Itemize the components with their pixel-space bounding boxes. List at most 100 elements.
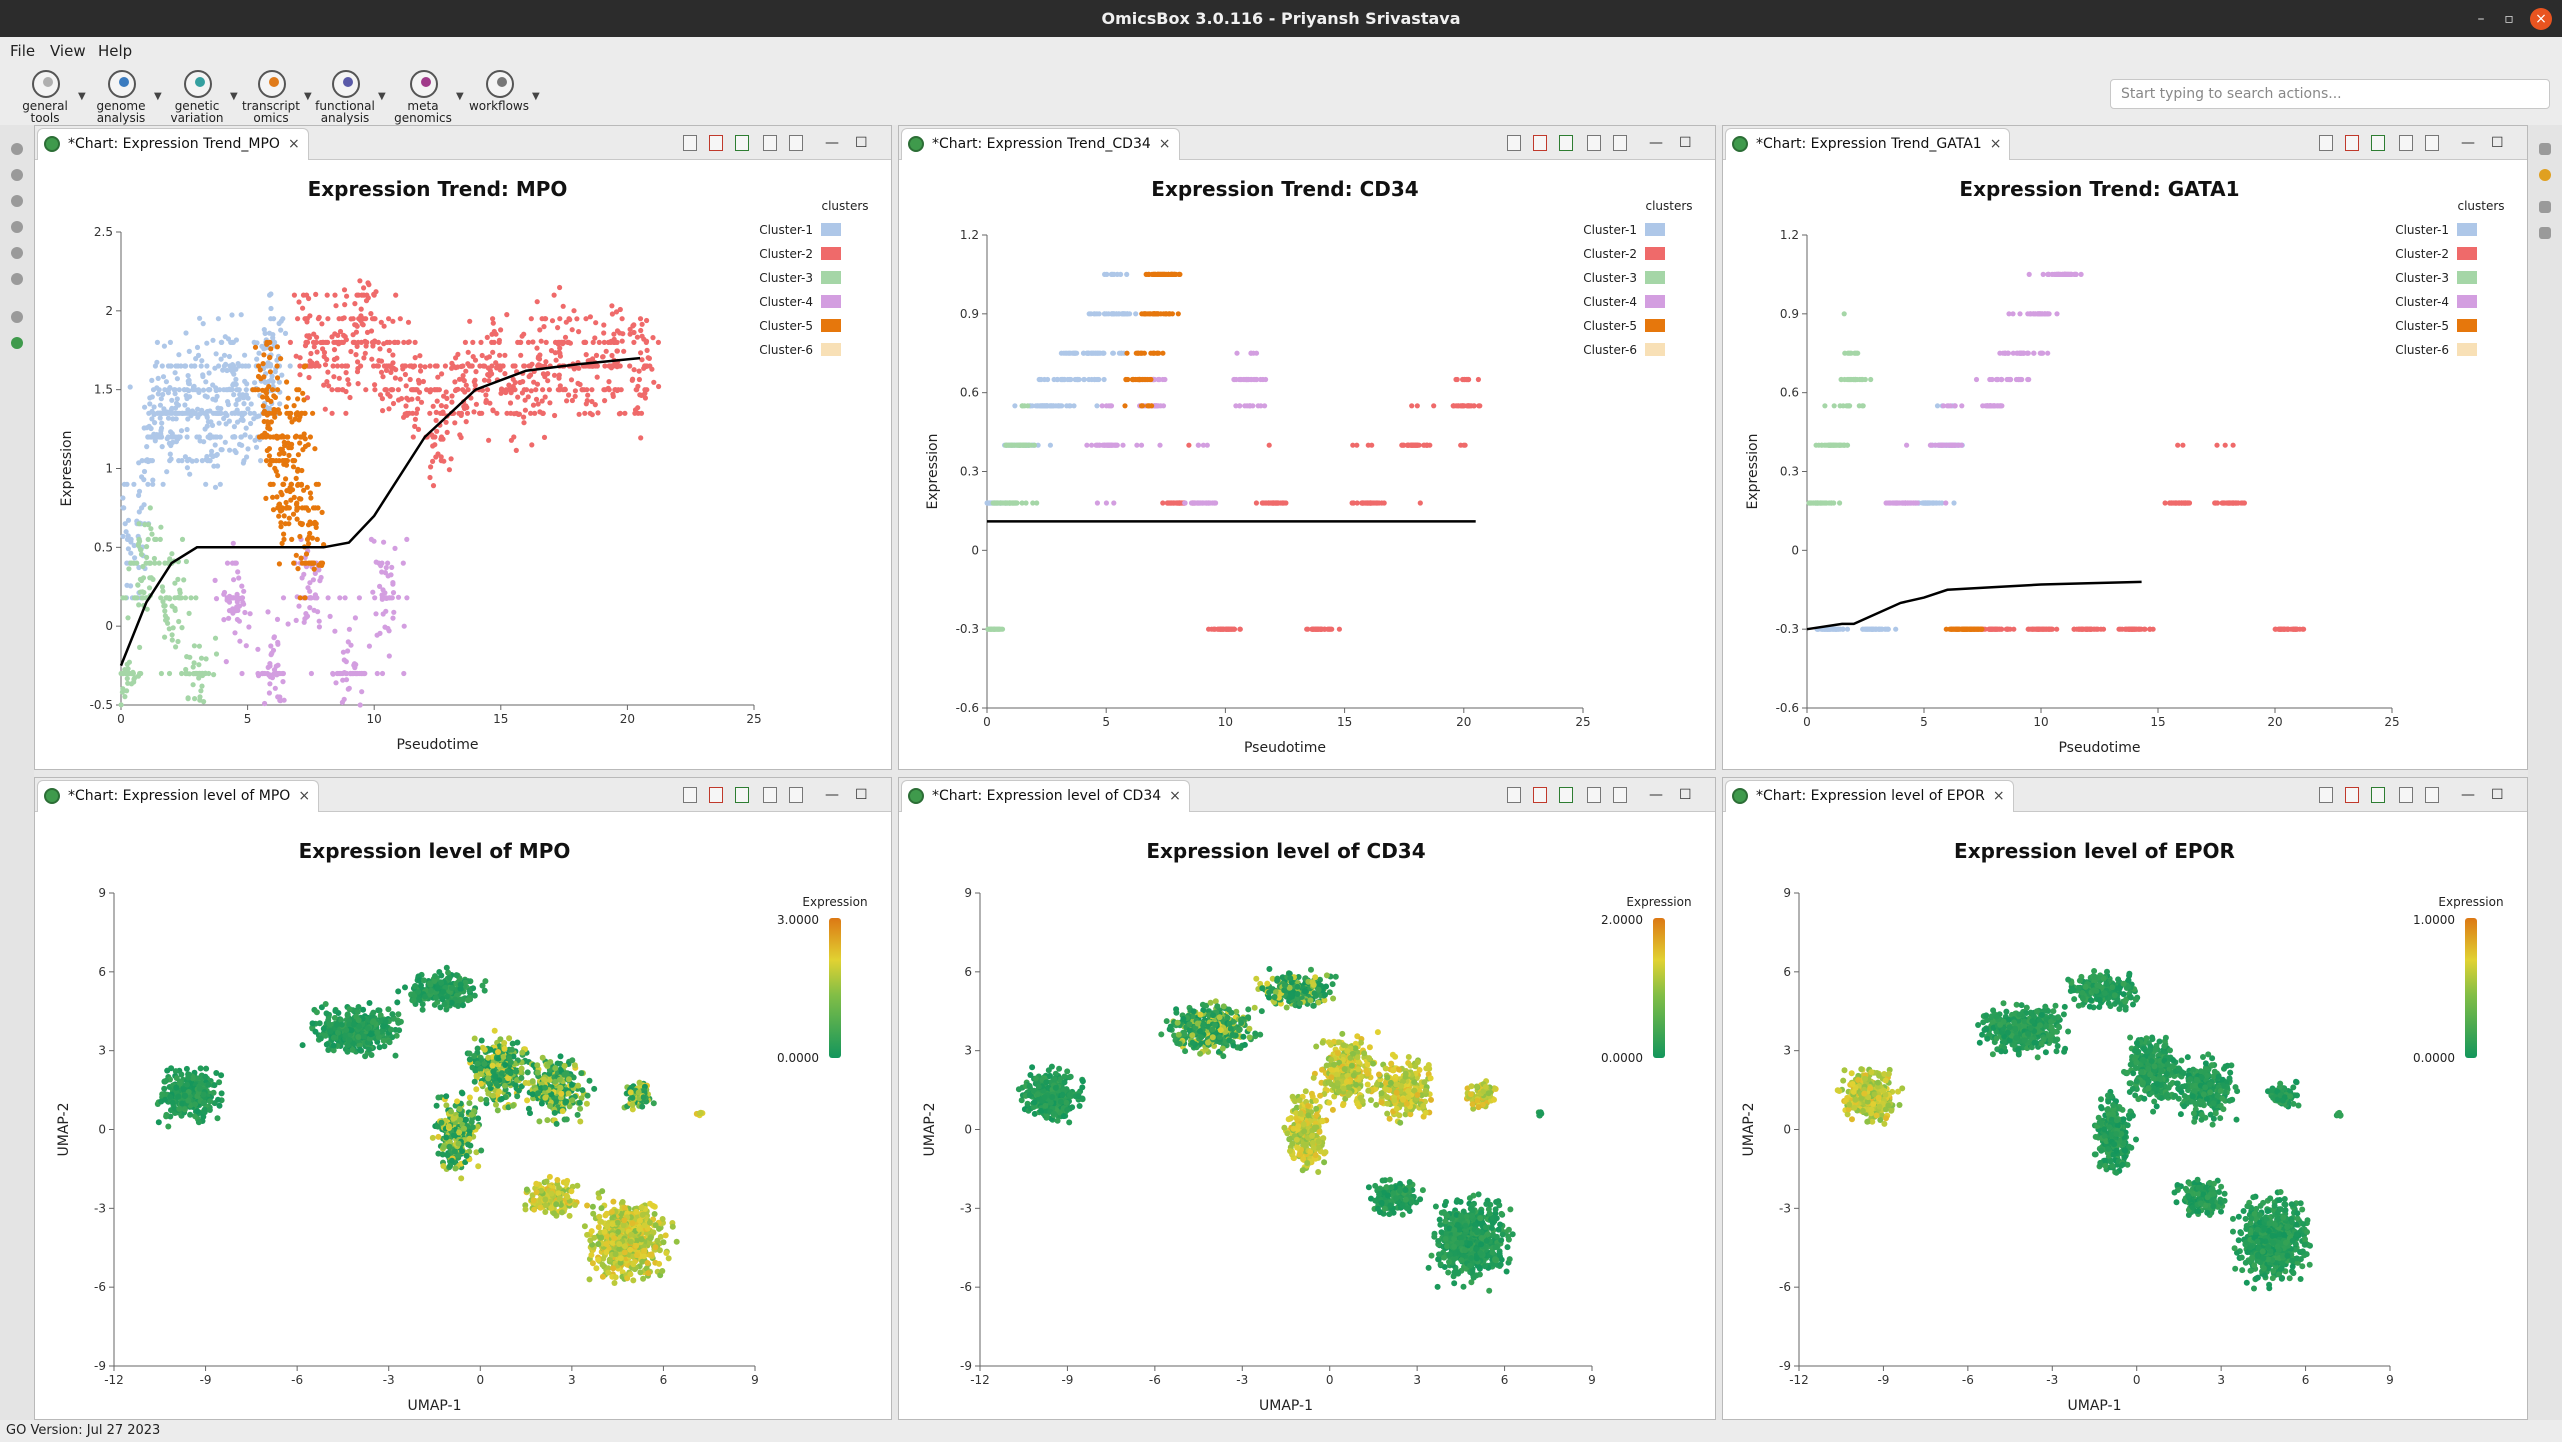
save-as-icon[interactable]	[1613, 135, 1627, 151]
export-image-icon[interactable]	[683, 135, 697, 151]
restore-icon[interactable]	[11, 311, 23, 323]
data-point	[651, 379, 657, 385]
restore-icon[interactable]	[11, 143, 23, 155]
view-icon[interactable]	[11, 273, 23, 285]
dropdown-arrow-icon[interactable]: ▼	[304, 91, 312, 102]
toolbar-general-tools-button[interactable]: general tools ▼	[12, 67, 86, 125]
export-pdf-icon[interactable]	[709, 787, 723, 803]
dropdown-arrow-icon[interactable]: ▼	[78, 91, 86, 102]
view-icon[interactable]	[11, 195, 23, 207]
view-icon[interactable]	[11, 247, 23, 259]
close-button[interactable]: ×	[2530, 8, 2552, 30]
data-point	[593, 352, 600, 358]
save-icon[interactable]	[2399, 135, 2413, 151]
close-tab-icon[interactable]: ×	[1158, 136, 1171, 152]
help-icon[interactable]	[2539, 169, 2551, 181]
view-icon[interactable]	[2539, 227, 2551, 239]
maximize-button[interactable]: ▫	[2504, 11, 2514, 27]
maximize-panel-icon[interactable]: ☐	[855, 787, 868, 803]
menu-view[interactable]: View	[50, 42, 86, 60]
legend-entry: Cluster-6	[2395, 343, 2449, 357]
dropdown-arrow-icon[interactable]: ▼	[230, 91, 238, 102]
close-tab-icon[interactable]: ×	[287, 136, 300, 152]
data-point	[331, 356, 337, 363]
toolbar-genome-analysis-button[interactable]: genome analysis ▼	[88, 67, 162, 125]
export-excel-icon[interactable]	[735, 135, 749, 151]
chart-tab[interactable]: *Chart: Expression Trend_CD34 ×	[901, 128, 1180, 160]
export-excel-icon[interactable]	[735, 787, 749, 803]
close-tab-icon[interactable]: ×	[298, 788, 311, 804]
maximize-panel-icon[interactable]: ☐	[2491, 135, 2504, 151]
save-as-icon[interactable]	[789, 135, 803, 151]
menu-file[interactable]: File	[10, 42, 36, 60]
data-point	[370, 589, 376, 595]
export-image-icon[interactable]	[683, 787, 697, 803]
export-pdf-icon[interactable]	[1533, 135, 1547, 151]
data-point	[2184, 500, 2191, 506]
data-point	[215, 410, 221, 416]
data-point	[146, 585, 153, 591]
data-point	[465, 349, 471, 355]
data-point	[1080, 350, 1087, 356]
save-as-icon[interactable]	[789, 787, 803, 803]
chart-tab[interactable]: *Chart: Expression level of MPO ×	[37, 780, 320, 812]
export-pdf-icon[interactable]	[2345, 135, 2359, 151]
save-icon[interactable]	[763, 135, 777, 151]
data-point	[590, 339, 596, 345]
data-point	[500, 363, 506, 369]
menu-help[interactable]: Help	[98, 42, 133, 60]
dropdown-arrow-icon[interactable]: ▼	[154, 91, 162, 102]
dropdown-arrow-icon[interactable]: ▼	[456, 91, 464, 102]
restore-icon[interactable]	[2539, 201, 2551, 213]
maximize-panel-icon[interactable]: ☐	[855, 135, 868, 151]
data-point	[352, 301, 358, 307]
data-point	[183, 666, 189, 673]
toolbar-meta-genomics-button[interactable]: meta genomics ▼	[390, 67, 464, 125]
save-icon[interactable]	[1587, 135, 1601, 151]
view-icon[interactable]	[11, 169, 23, 181]
toolbar-workflows-button[interactable]: workflows ▼	[466, 67, 540, 125]
view-icon[interactable]	[11, 221, 23, 233]
data-point	[292, 416, 298, 422]
chart-icon[interactable]	[11, 337, 23, 349]
data-point	[333, 680, 339, 686]
data-point	[506, 382, 512, 388]
data-point	[275, 662, 281, 668]
y-axis-label: UMAP-2	[56, 1103, 72, 1157]
export-excel-icon[interactable]	[1559, 135, 1573, 151]
search-actions-input[interactable]: Start typing to search actions...	[2110, 79, 2550, 109]
x-axis-label: Pseudotime	[396, 737, 478, 753]
minimize-panel-icon[interactable]: —	[825, 787, 839, 803]
minimize-button[interactable]: –	[2477, 11, 2485, 27]
data-point	[390, 400, 397, 407]
export-image-icon[interactable]	[2319, 135, 2333, 151]
toolbar-label: genomics	[394, 111, 452, 125]
x-axis-label: UMAP-1	[408, 1398, 462, 1414]
dropdown-arrow-icon[interactable]: ▼	[378, 91, 386, 102]
minimize-panel-icon[interactable]: —	[1649, 135, 1663, 151]
chart-tab[interactable]: *Chart: Expression Trend_GATA1 ×	[1725, 128, 2011, 160]
data-point	[139, 595, 145, 601]
save-icon[interactable]	[763, 787, 777, 803]
toolbar-genetic-variation-button[interactable]: genetic variation ▼	[164, 67, 238, 125]
dropdown-arrow-icon[interactable]: ▼	[532, 91, 540, 102]
data-point	[316, 1020, 323, 1027]
minimize-panel-icon[interactable]: —	[825, 135, 839, 151]
chart-tab[interactable]: *Chart: Expression Trend_MPO ×	[37, 128, 309, 160]
data-point	[402, 371, 408, 378]
save-as-icon[interactable]	[2425, 135, 2439, 151]
export-pdf-icon[interactable]	[709, 135, 723, 151]
maximize-panel-icon[interactable]: ☐	[1679, 135, 1692, 151]
data-point	[549, 318, 556, 324]
data-point	[2230, 442, 2236, 448]
export-excel-icon[interactable]	[2371, 135, 2385, 151]
toolbar-functional-analysis-button[interactable]: functional analysis ▼	[312, 67, 386, 125]
data-point	[315, 609, 321, 615]
toolbar-transcript-omics-button[interactable]: transcript omics ▼	[238, 67, 312, 125]
export-image-icon[interactable]	[1507, 135, 1521, 151]
data-point	[389, 1011, 396, 1018]
restore-icon[interactable]	[2539, 143, 2551, 155]
data-point	[276, 502, 282, 508]
close-tab-icon[interactable]: ×	[1989, 136, 2002, 152]
minimize-panel-icon[interactable]: —	[2461, 135, 2475, 151]
